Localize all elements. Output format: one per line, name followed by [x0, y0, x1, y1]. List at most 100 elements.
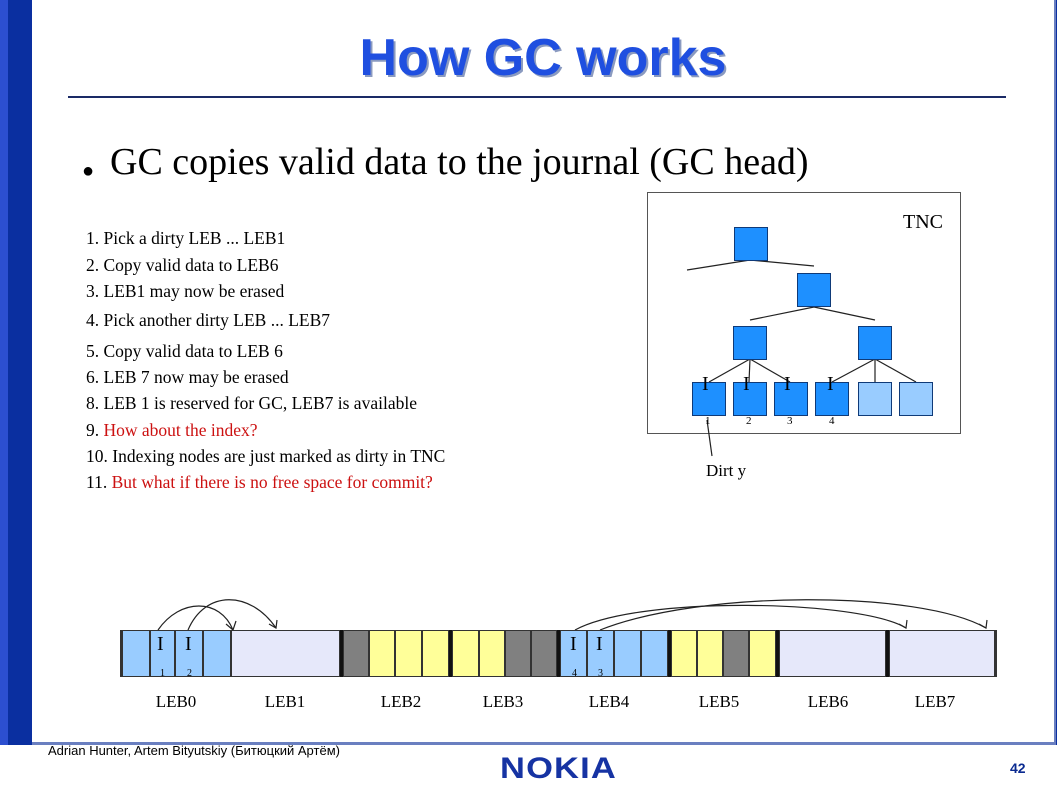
step-9-number: 9.	[86, 420, 104, 440]
step-11: 11. But what if there is no free space f…	[86, 472, 433, 493]
leb5-obsolete-unit	[723, 630, 749, 677]
leb1-free-area	[231, 630, 340, 677]
leb-label-2: LEB2	[380, 692, 422, 711]
leaf-letter: I	[827, 373, 834, 395]
tnc-node	[858, 326, 892, 360]
leb6-free-area	[779, 630, 886, 677]
tnc-leaf-node	[733, 382, 767, 416]
title-underline	[68, 96, 1006, 98]
step-8: 8. LEB 1 is reserved for GC, LEB7 is ava…	[86, 393, 417, 413]
tnc-edge	[749, 358, 791, 383]
leb-label-5: LEB5	[698, 692, 740, 711]
tnc-label: TNC	[903, 211, 943, 233]
leb0-letter: I	[157, 633, 164, 655]
leb4-letter: I	[570, 633, 577, 655]
arrow-head	[978, 619, 988, 629]
leaf-letter: I	[784, 373, 791, 395]
arrow-head	[268, 619, 278, 629]
page-number: 42	[1010, 760, 1026, 776]
leb0-index-node	[175, 630, 203, 677]
leb-label-7: LEB7	[914, 692, 956, 711]
leb-divider	[776, 630, 779, 677]
leb3-valid-unit	[479, 630, 505, 677]
footer	[0, 745, 1057, 794]
gc-arrow	[157, 605, 234, 631]
step-2: 2. Copy valid data to LEB6	[86, 255, 279, 275]
tnc-edge	[874, 358, 917, 383]
tnc-leaf-node	[899, 382, 933, 416]
leb-divider	[340, 630, 343, 677]
author-credit: Adrian Hunter, Artem Bityutskiy (Битюцки…	[48, 743, 340, 758]
leaf-number: 4	[829, 415, 835, 427]
dirty-pointer	[706, 419, 713, 457]
tnc-node	[733, 326, 767, 360]
left-border	[0, 0, 8, 794]
leb7-free-area	[889, 630, 995, 677]
tnc-edge	[749, 306, 815, 321]
leb-divider	[557, 630, 560, 677]
tnc-edge	[748, 358, 751, 383]
leb4-number: 4	[572, 668, 577, 679]
step-1: 1. Pick a dirty LEB ... LEB1	[86, 228, 286, 248]
leb-label-3: LEB3	[482, 692, 524, 711]
leb-divider	[668, 630, 671, 677]
leb0-index-node	[150, 630, 175, 677]
leb5-valid-unit	[671, 630, 697, 677]
leb-divider	[886, 630, 889, 677]
leb2-obsolete-unit	[343, 630, 369, 677]
leb0-unit	[203, 630, 231, 677]
leaf-number: 1	[705, 415, 711, 427]
slide-title: How GC works	[359, 29, 727, 87]
leb4-unit	[641, 630, 668, 677]
leb-label-0: LEB0	[155, 692, 197, 711]
arrow-head	[898, 619, 908, 629]
tnc-leaf-node	[774, 382, 808, 416]
leb4-index-node	[587, 630, 614, 677]
leb2-valid-unit	[369, 630, 395, 677]
step-9: 9. How about the index?	[86, 420, 258, 441]
leb3-obsolete-unit	[531, 630, 557, 677]
gc-arrow	[574, 604, 907, 631]
step-9-text: How about the index?	[103, 420, 258, 440]
leaf-number: 3	[787, 415, 793, 427]
leb2-valid-unit	[395, 630, 422, 677]
bullet-icon: ●	[82, 160, 95, 182]
nokia-logo: NOKIA	[500, 752, 617, 785]
tnc-node	[797, 273, 831, 307]
leb-divider	[449, 630, 452, 677]
leb-label-4: LEB4	[588, 692, 630, 711]
leb3-valid-unit	[452, 630, 479, 677]
leb5-valid-unit	[749, 630, 776, 677]
leb0-number: 2	[187, 668, 192, 679]
step-5: 5. Copy valid data to LEB 6	[86, 341, 283, 361]
leb4-unit	[614, 630, 641, 677]
tnc-root-node	[734, 227, 768, 261]
step-6: 6. LEB 7 now may be erased	[86, 367, 289, 387]
leb2-valid-unit	[422, 630, 449, 677]
step-11-text: But what if there is no free space for c…	[111, 472, 433, 492]
leb5-valid-unit	[697, 630, 723, 677]
gc-arrow	[599, 599, 987, 631]
tnc-leaf-node	[692, 382, 726, 416]
leaf-letter: I	[702, 373, 709, 395]
gc-arrow	[187, 599, 277, 631]
leb4-index-node	[560, 630, 587, 677]
tnc-edge	[708, 358, 751, 383]
step-10: 10. Indexing nodes are just marked as di…	[86, 446, 446, 466]
main-bullet: GC copies valid data to the journal (GC …	[110, 141, 809, 183]
step-11-number: 11.	[86, 472, 112, 492]
dirty-label: Dirt y	[706, 461, 747, 480]
tnc-leaf-node	[815, 382, 849, 416]
step-4: 4. Pick another dirty LEB ... LEB7	[86, 310, 330, 330]
leb4-number: 3	[598, 668, 603, 679]
step-3: 3. LEB1 may now be erased	[86, 281, 285, 301]
tnc-edge	[813, 306, 876, 321]
tnc-leaf-node	[858, 382, 892, 416]
leb0-unit	[122, 630, 150, 677]
tnc-edge	[831, 358, 876, 383]
leb4-letter: I	[596, 633, 603, 655]
leb-label-6: LEB6	[807, 692, 849, 711]
leb0-number: 1	[160, 668, 165, 679]
leaf-letter: I	[743, 373, 750, 395]
